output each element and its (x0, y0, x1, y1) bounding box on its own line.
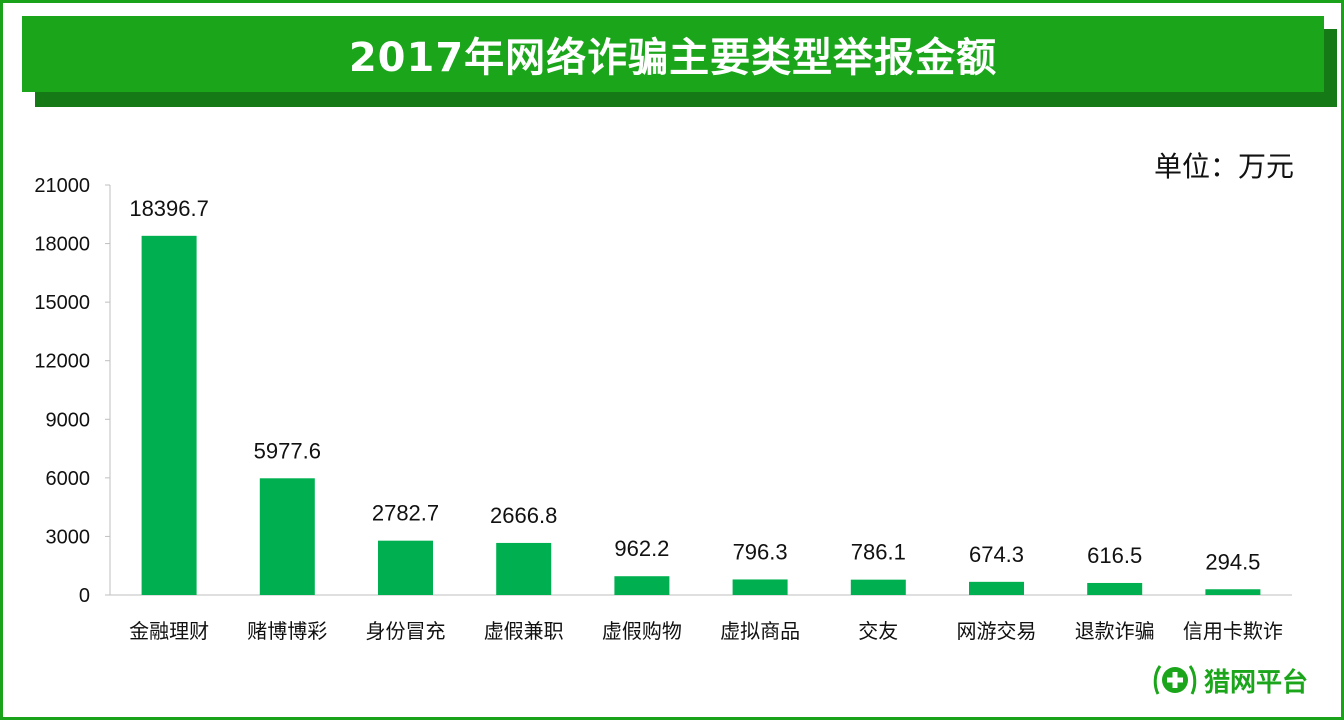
y-tick-label: 0 (79, 585, 90, 607)
x-category-label: 退款诈骗 (1075, 619, 1155, 643)
y-tick-label: 6000 (46, 468, 91, 490)
y-tick-label: 3000 (46, 526, 91, 548)
bar (1205, 589, 1261, 595)
bar (850, 579, 906, 595)
y-tick-label: 9000 (46, 409, 91, 431)
x-category-label: 虚假兼职 (484, 619, 564, 643)
bar (614, 576, 670, 595)
x-category-label: 虚假购物 (602, 619, 682, 643)
title-bar: 2017年网络诈骗主要类型举报金额 (22, 16, 1324, 92)
bar (732, 579, 788, 595)
y-tick-label: 15000 (34, 292, 90, 314)
bar (1087, 582, 1143, 595)
x-category-label: 身份冒充 (366, 619, 446, 643)
y-tick-label: 12000 (34, 351, 90, 373)
bar-value-label: 5977.6 (254, 438, 321, 463)
bar (496, 542, 552, 595)
bar-value-label: 2782.7 (372, 501, 439, 526)
bar-value-label: 2666.8 (490, 503, 557, 528)
bar-value-label: 962.2 (614, 536, 669, 561)
x-axis: 金融理财 赌博博彩 身份冒充 虚假兼职 虚假购物 虚拟商品 交友 网游交易 退款诈骗 信用卡欺诈 (110, 594, 1292, 643)
bars: 18396.7 5977.6 2782.7 2666.8 962.2 796.3 786.1… (129, 196, 1260, 595)
x-category-label: 虚拟商品 (720, 619, 800, 643)
logo: 猎网平台 (1152, 660, 1308, 700)
bar (378, 540, 433, 595)
chart-title: 2017年网络诈骗主要类型举报金额 (348, 35, 998, 81)
bar-value-label: 616.5 (1087, 543, 1142, 568)
y-axis: 0 3000 6000 9000 12000 15000 18000 21000 (34, 175, 111, 607)
bar (259, 478, 315, 595)
bar (141, 235, 197, 595)
bar-value-label: 796.3 (733, 539, 788, 564)
logo-emblem-icon (1153, 665, 1197, 695)
bar-value-label: 294.5 (1205, 549, 1260, 574)
x-category-label: 赌博博彩 (247, 619, 327, 643)
x-category-label: 信用卡欺诈 (1183, 619, 1283, 643)
y-tick-label: 21000 (34, 175, 90, 197)
x-category-label: 网游交易 (957, 619, 1037, 643)
bar (969, 581, 1024, 595)
bar-value-label: 674.3 (969, 542, 1024, 567)
x-category-label: 交友 (858, 619, 898, 643)
x-category-label: 金融理财 (129, 619, 209, 643)
y-tick-label: 18000 (34, 234, 90, 256)
logo-text: 猎网平台 (1204, 667, 1309, 698)
unit-label: 单位：万元 (1153, 150, 1294, 183)
bar-value-label: 18396.7 (129, 196, 209, 221)
bar-value-label: 786.1 (851, 540, 906, 565)
